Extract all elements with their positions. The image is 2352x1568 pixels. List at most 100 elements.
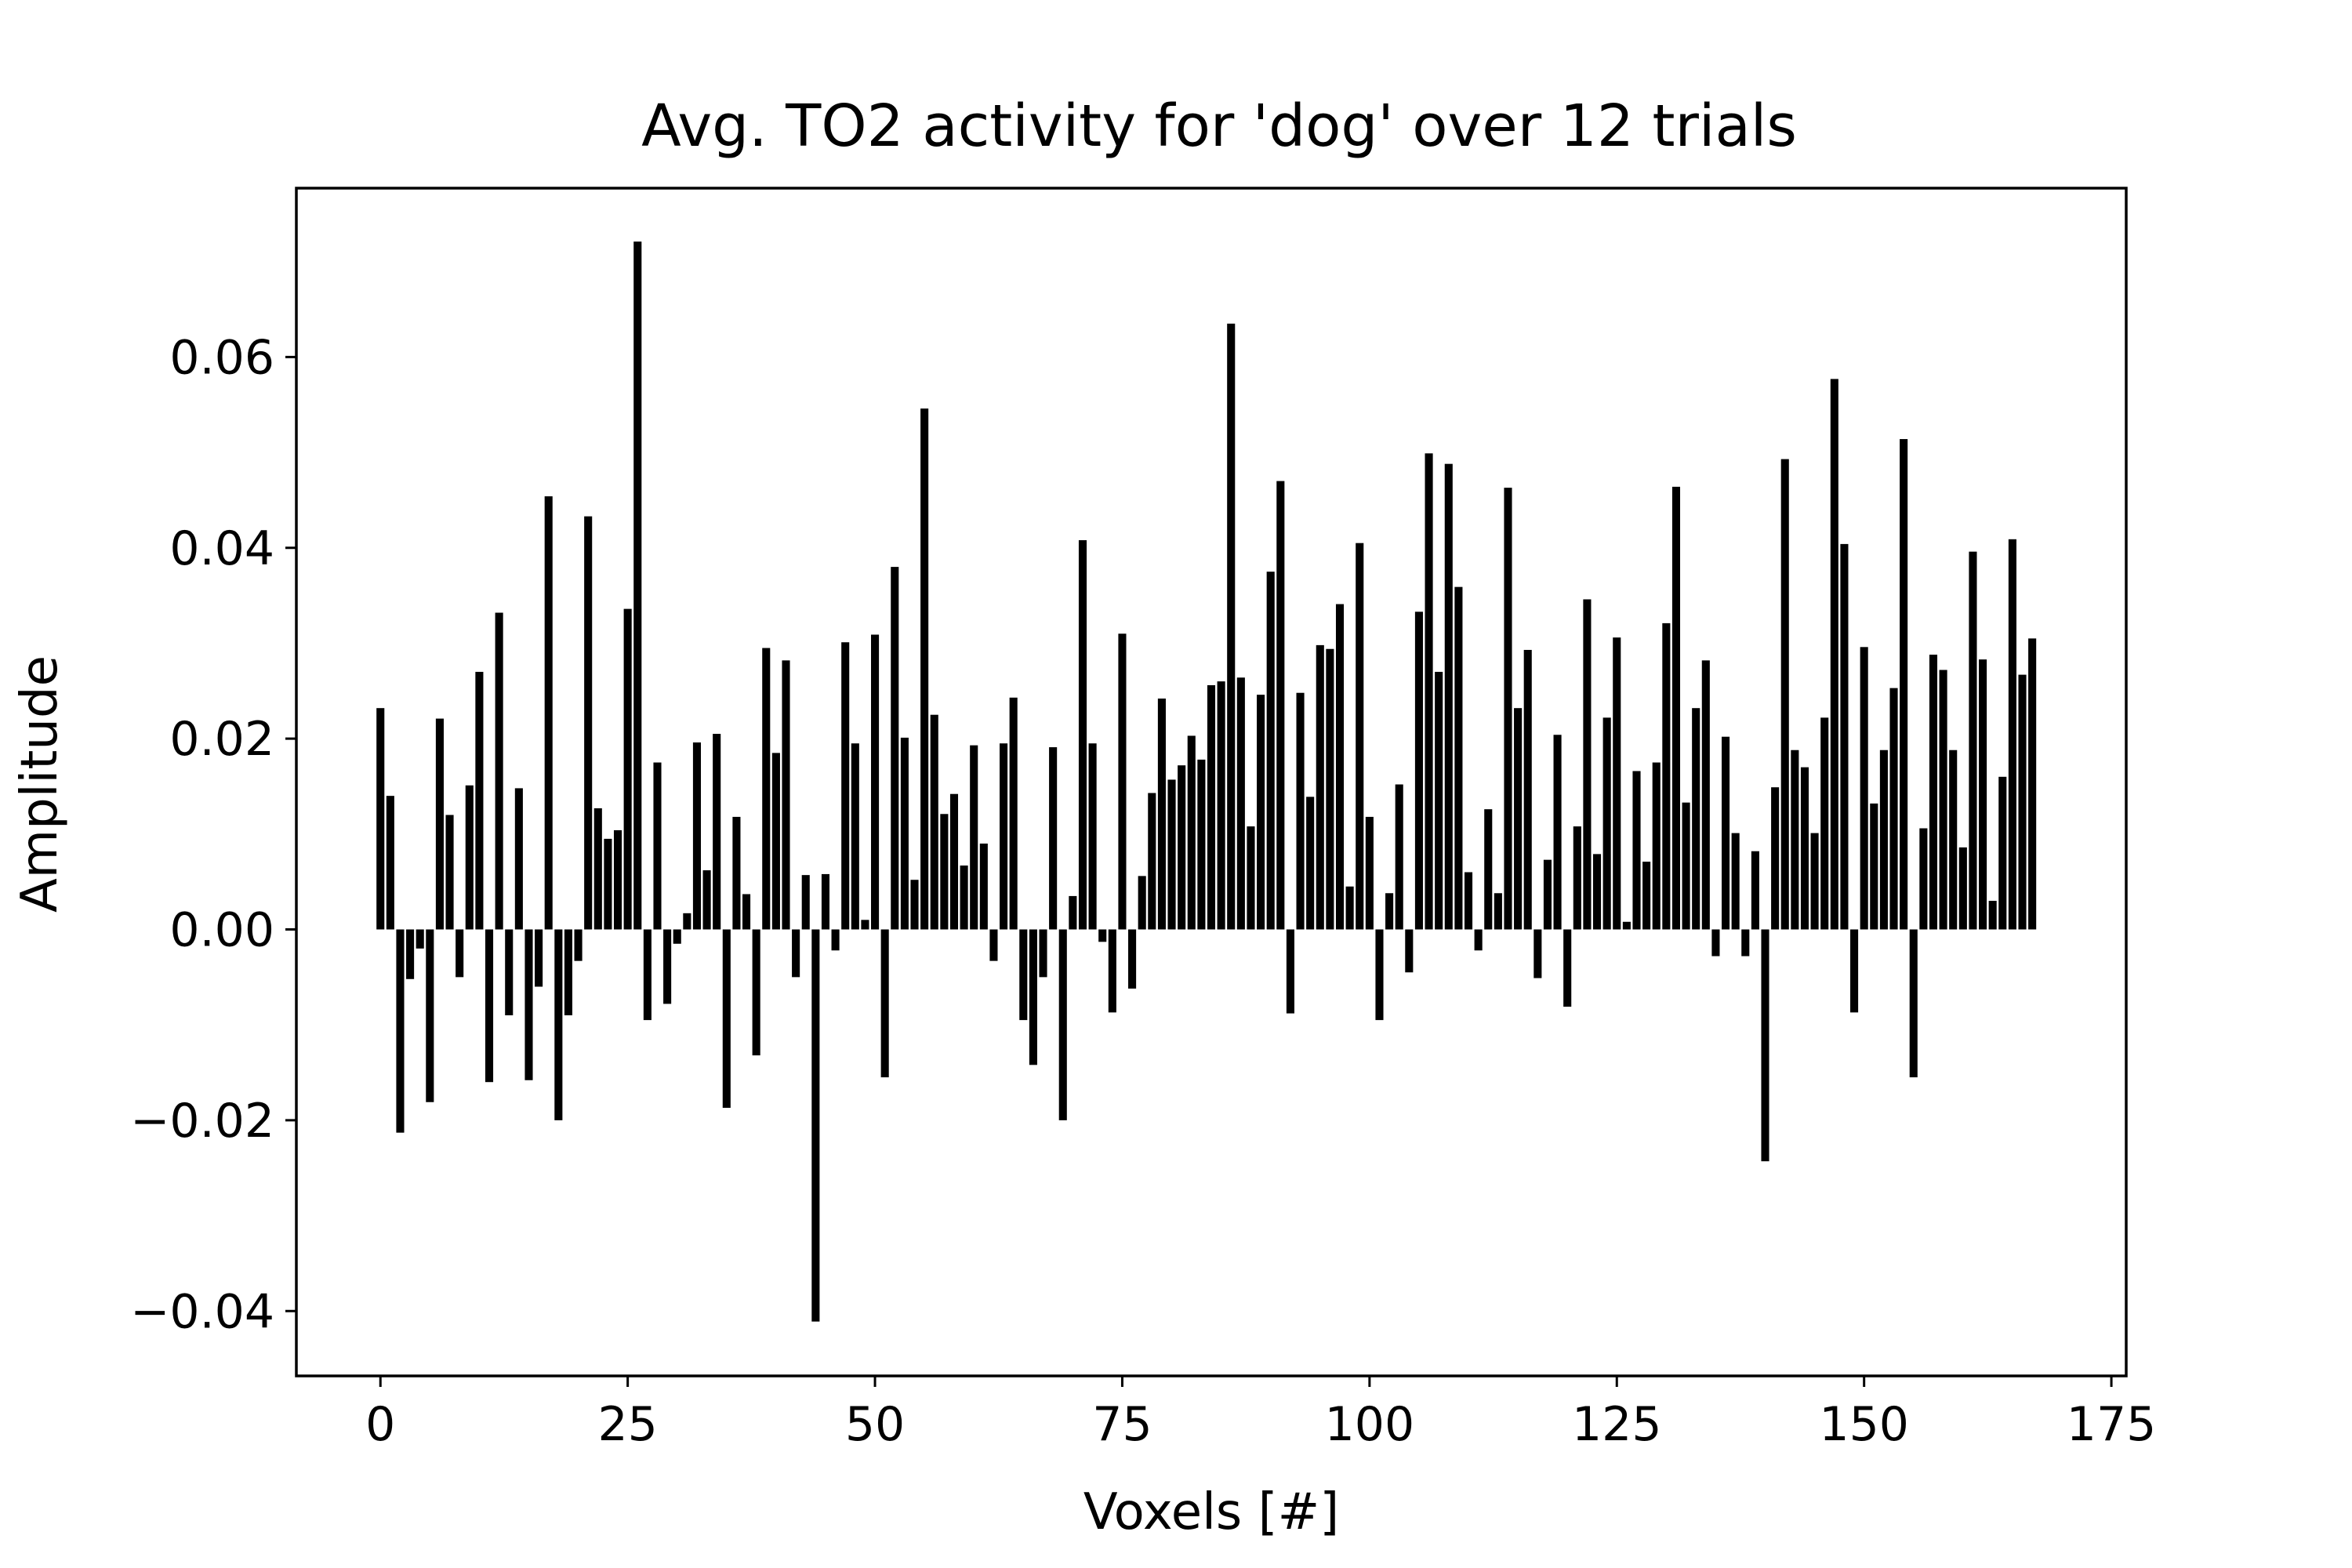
- y-tick-label: −0.02: [130, 1094, 274, 1149]
- bar-voxel-115: [1514, 708, 1523, 930]
- bar-voxel-125: [1613, 637, 1621, 930]
- bar-voxel-30: [673, 929, 681, 944]
- bar-voxel-58: [949, 793, 959, 930]
- bar-voxel-49: [861, 920, 869, 930]
- bar-voxel-149: [1850, 929, 1859, 1013]
- bar-voxel-117: [1534, 929, 1542, 978]
- bar-voxel-23: [604, 838, 612, 930]
- bar-voxel-114: [1504, 488, 1512, 930]
- bar-voxel-63: [1000, 743, 1008, 930]
- x-tick-label: 0: [365, 1397, 395, 1452]
- bar-voxel-127: [1632, 771, 1641, 930]
- bar-voxel-131: [1671, 486, 1681, 930]
- x-tick-label: 125: [1572, 1397, 1662, 1452]
- bar-voxel-120: [1563, 929, 1572, 1007]
- bar-voxel-122: [1583, 599, 1592, 930]
- bar-voxel-123: [1592, 854, 1602, 930]
- bar-voxel-25: [623, 608, 632, 930]
- bar-voxel-154: [1900, 439, 1908, 930]
- bar-voxel-156: [1919, 828, 1928, 930]
- bar-voxel-82: [1187, 735, 1196, 930]
- bar-voxel-103: [1395, 784, 1403, 930]
- bar-voxel-134: [1701, 660, 1710, 930]
- x-axis-ticks: 0 25 50 75 100 125 150 175: [365, 1376, 2156, 1452]
- bar-voxel-55: [920, 408, 929, 930]
- bar-voxel-0: [376, 708, 385, 930]
- bar-voxel-14: [514, 788, 523, 930]
- bar-voxel-75: [1118, 633, 1127, 930]
- bar-voxel-142: [1780, 459, 1789, 930]
- bar-voxel-43: [801, 875, 810, 930]
- bar-voxel-95: [1316, 644, 1324, 930]
- bar-voxel-73: [1098, 929, 1107, 942]
- y-tick-label: 0.00: [169, 903, 274, 958]
- bar-voxel-5: [426, 929, 434, 1102]
- bar-voxel-110: [1464, 872, 1473, 930]
- bar-voxel-38: [752, 929, 760, 1056]
- bar-voxel-145: [1810, 833, 1819, 930]
- bar-voxel-162: [1979, 659, 1987, 930]
- bar-voxel-167: [2028, 638, 2037, 930]
- bar-voxel-70: [1069, 895, 1077, 930]
- y-axis-ticks: −0.04 −0.02 0.00 0.02 0.04 0.06: [130, 330, 296, 1339]
- bar-voxel-93: [1296, 692, 1305, 930]
- bar-voxel-76: [1128, 929, 1137, 989]
- bar-voxel-146: [1820, 717, 1829, 930]
- bar-voxel-52: [891, 567, 899, 930]
- x-tick-label: 75: [1092, 1397, 1152, 1452]
- bar-voxel-44: [811, 929, 820, 1322]
- bar-voxel-17: [544, 496, 553, 930]
- y-tick-label: −0.04: [130, 1284, 274, 1339]
- bar-voxel-88: [1247, 826, 1255, 930]
- bar-voxel-81: [1178, 765, 1186, 930]
- bar-voxel-164: [1998, 776, 2007, 930]
- bar-voxel-78: [1148, 793, 1156, 930]
- bar-voxel-28: [653, 762, 662, 930]
- y-tick-label: 0.06: [169, 330, 274, 385]
- bar-voxel-79: [1157, 699, 1166, 930]
- bar-voxel-106: [1425, 453, 1433, 930]
- bar-voxel-21: [584, 516, 593, 930]
- bar-voxel-119: [1553, 735, 1562, 930]
- bar-voxel-62: [989, 929, 998, 961]
- bar-voxel-108: [1444, 463, 1453, 930]
- bar-voxel-112: [1484, 809, 1493, 930]
- bar-voxel-56: [930, 714, 938, 930]
- bar-voxel-65: [1019, 929, 1028, 1021]
- bar-voxel-48: [851, 743, 859, 930]
- bar-voxel-4: [416, 929, 424, 949]
- bar-voxel-27: [643, 929, 652, 1021]
- bar-voxel-92: [1286, 929, 1294, 1014]
- bar-voxel-31: [683, 913, 691, 930]
- bar-voxel-8: [456, 929, 464, 978]
- bar-voxel-165: [2008, 539, 2016, 930]
- bar-voxel-121: [1573, 826, 1581, 930]
- bar-voxel-60: [970, 745, 978, 930]
- bar-voxel-61: [979, 843, 988, 930]
- x-tick-label: 100: [1325, 1397, 1415, 1452]
- bar-voxel-41: [782, 660, 790, 930]
- bar-voxel-57: [940, 814, 949, 930]
- bar-voxel-50: [871, 634, 880, 930]
- bar-voxel-138: [1741, 929, 1750, 956]
- bar-voxel-113: [1494, 893, 1502, 930]
- y-tick-label: 0.02: [169, 712, 274, 767]
- bar-voxel-34: [713, 734, 721, 930]
- y-axis-label: Amplitude: [11, 655, 69, 913]
- bar-voxel-89: [1257, 695, 1265, 930]
- bar-voxel-111: [1474, 929, 1483, 951]
- bar-voxel-128: [1642, 862, 1651, 930]
- bar-voxel-153: [1889, 688, 1898, 930]
- bar-voxel-150: [1860, 647, 1868, 930]
- bar-voxel-20: [574, 929, 583, 961]
- bar-voxel-104: [1405, 929, 1414, 973]
- bar-voxel-132: [1682, 802, 1690, 930]
- bar-voxel-147: [1830, 379, 1838, 930]
- bar-voxel-37: [742, 894, 751, 930]
- bar-voxel-107: [1435, 671, 1443, 930]
- bar-voxel-166: [2018, 674, 2027, 930]
- bar-voxel-143: [1791, 750, 1799, 930]
- bar-voxel-133: [1692, 708, 1700, 930]
- bar-voxel-163: [1988, 901, 1997, 930]
